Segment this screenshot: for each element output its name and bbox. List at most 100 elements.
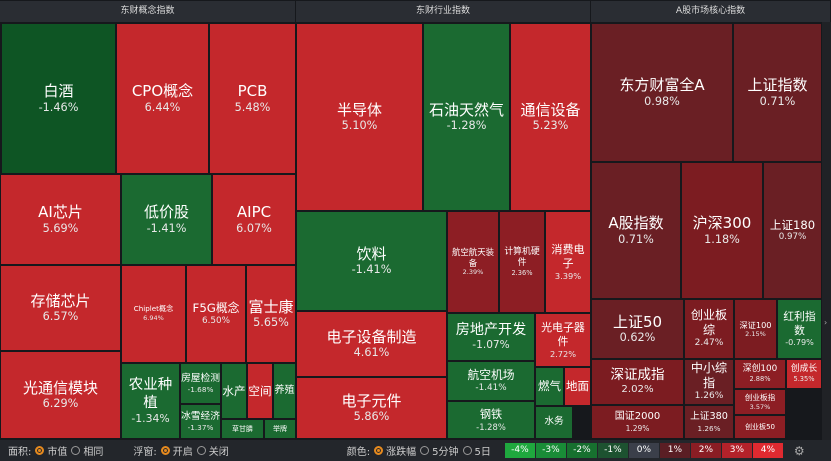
tile-name: 房屋检测 (181, 372, 220, 384)
tile[interactable]: PCB 5.48% (209, 23, 296, 174)
option[interactable]: 相同 (83, 447, 104, 458)
tile-change: 5.10% (341, 119, 378, 133)
tile[interactable]: 草甘膦 (221, 419, 264, 439)
tile[interactable]: CPO概念 6.44% (116, 23, 209, 174)
radio[interactable] (71, 446, 81, 455)
tile[interactable]: 国证2000 1.29% (591, 405, 684, 439)
tile[interactable]: F5G概念 6.50% (186, 265, 246, 363)
tile-change: 6.29% (42, 397, 79, 411)
tile[interactable]: 消费电子 3.39% (545, 211, 591, 313)
footer-bar: 面积: 市值 相同 浮窗: 开启 关闭 颜色: 涨跌幅 5分钟 5日 -4% -3… (0, 440, 831, 461)
tile[interactable]: A股指数 0.71% (591, 162, 681, 299)
tile[interactable]: 创业板综 2.47% (684, 299, 734, 359)
tile[interactable]: 上证指数 0.71% (733, 23, 822, 162)
tile[interactable]: 农业种植 -1.34% (121, 363, 180, 439)
tile-name: 国证2000 (614, 411, 661, 423)
tile[interactable]: 深创100 2.88% (734, 359, 786, 389)
tile-name: 富士康 (248, 297, 294, 316)
tile-change: -1.37% (187, 423, 214, 433)
tile[interactable]: 水产 (221, 363, 247, 419)
tile-name: AIPC (236, 203, 272, 222)
tile-name: 光通信模块 (22, 378, 98, 397)
tile-name: 燃气 (538, 379, 561, 394)
tile-name: 半导体 (336, 100, 382, 119)
tile-change: -1.28% (446, 119, 487, 133)
tile-name: 深证100 (739, 319, 772, 330)
tile[interactable]: 沪深300 1.18% (681, 162, 763, 299)
tile[interactable]: 养殖 (273, 363, 296, 419)
tile[interactable]: 中小综指 1.26% (684, 359, 734, 405)
tile[interactable]: 富士康 5.65% (246, 265, 296, 363)
tile[interactable]: 创业板指 3.57% (734, 389, 786, 415)
legend-swatch: 4% (752, 443, 783, 458)
tile[interactable]: 空间 (247, 363, 273, 419)
radio[interactable] (35, 446, 45, 455)
tile[interactable]: AIPC 6.07% (212, 174, 296, 265)
tile-change: -1.07% (472, 339, 510, 352)
radio[interactable] (462, 446, 472, 455)
tile[interactable]: 东方财富全A 0.98% (591, 23, 733, 162)
tile[interactable]: 深证成指 2.02% (591, 359, 684, 405)
tile[interactable]: 电子设备制造 4.61% (296, 311, 447, 377)
tile-change: 5.86% (353, 410, 390, 424)
tile[interactable]: 冰雪经济 -1.37% (180, 404, 221, 439)
tile-change: 2.39% (462, 268, 484, 277)
tile[interactable]: 房屋检测 -1.68% (180, 363, 221, 404)
radio[interactable] (420, 446, 430, 455)
tile[interactable]: 白酒 -1.46% (1, 23, 116, 174)
option[interactable]: 涨跌幅 (386, 447, 417, 458)
tile[interactable]: 创业板50 (734, 415, 786, 439)
tile-change: 6.44% (144, 100, 181, 114)
tile[interactable]: 航空航天装备 2.39% (447, 211, 499, 313)
tile[interactable]: 存储芯片 6.57% (0, 265, 121, 351)
tile-name: 草甘膦 (232, 424, 253, 433)
tile[interactable]: Chiplet概念 6.94% (121, 265, 186, 363)
tile[interactable]: 电子元件 5.86% (296, 377, 447, 439)
tile-name: 深创100 (742, 364, 778, 375)
tile-change: -1.41% (475, 382, 507, 393)
label: 颜色: (346, 447, 371, 458)
tile[interactable]: 上证180 0.97% (763, 162, 822, 299)
tile-change: 5.48% (234, 100, 271, 114)
tile[interactable]: 燃气 (535, 367, 564, 406)
radio[interactable] (374, 446, 384, 455)
tile[interactable]: 半导体 5.10% (296, 23, 423, 211)
arrow[interactable]: › (824, 318, 828, 327)
tile-change: 2.36% (511, 268, 533, 277)
option[interactable]: 关闭 (208, 447, 229, 458)
tile[interactable]: 通信设备 5.23% (510, 23, 591, 211)
tile[interactable]: 饮料 -1.41% (296, 211, 447, 311)
label: 浮窗: (133, 447, 157, 458)
tile-name: 地面 (566, 379, 589, 394)
tile[interactable]: 上证50 0.62% (591, 299, 684, 359)
option[interactable]: 开启 (172, 447, 193, 458)
tile[interactable]: 钢铁 -1.28% (447, 401, 535, 439)
radio[interactable] (160, 446, 170, 455)
tile[interactable]: 地面 (564, 367, 591, 406)
tile[interactable]: 深证100 2.15% (734, 299, 777, 359)
tile-change: 6.50% (201, 315, 231, 326)
tile[interactable]: 上证380 1.26% (684, 405, 734, 439)
radio[interactable] (196, 446, 206, 455)
tile[interactable]: AI芯片 5.69% (0, 174, 121, 265)
tile[interactable]: 创成长 5.35% (786, 359, 822, 389)
tile[interactable]: 水务 (535, 406, 573, 439)
tile-change: 0.71% (759, 94, 796, 108)
tile[interactable]: 房地产开发 -1.07% (447, 313, 535, 361)
tile[interactable]: 计算机硬件 2.36% (499, 211, 545, 313)
tile[interactable]: 举牌 (264, 419, 296, 439)
tile[interactable]: 光通信模块 6.29% (0, 351, 121, 439)
tile[interactable]: 红利指数 -0.79% (777, 299, 822, 359)
tile[interactable]: 低价股 -1.41% (121, 174, 212, 265)
tile-change: -1.41% (146, 221, 187, 235)
tile-name: 红利指数 (783, 310, 816, 337)
tile-change: 2.72% (549, 348, 577, 359)
option[interactable]: 5日 (474, 447, 491, 458)
option[interactable]: 5分钟 (432, 447, 459, 458)
tile[interactable]: 航空机场 -1.41% (447, 361, 535, 401)
tile[interactable]: 石油天然气 -1.28% (423, 23, 510, 211)
option[interactable]: 市值 (47, 447, 68, 458)
settings-icon[interactable]: ⚙ (793, 443, 805, 458)
tile[interactable]: 光电子器件 2.72% (535, 313, 591, 367)
